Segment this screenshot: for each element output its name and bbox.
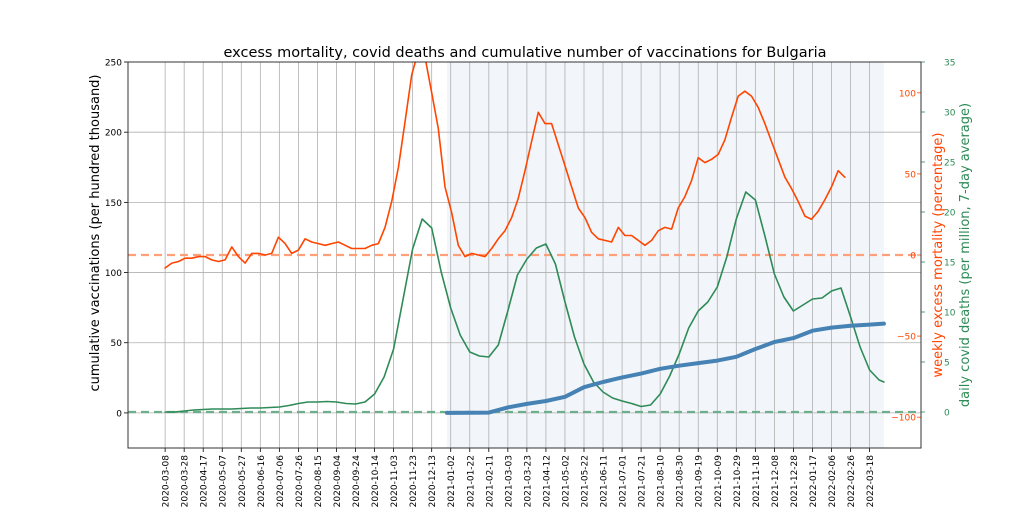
deaths-y-tick-label: 0: [944, 409, 950, 419]
x-tick-label: 2021-07-01: [619, 455, 629, 507]
x-tick-label: 2022-03-18: [866, 455, 876, 508]
excess-mortality-line: [164, 62, 846, 269]
x-tick-label: 2020-05-27: [238, 455, 248, 507]
deaths-y-tick-label: 5: [944, 359, 950, 369]
left-y-tick-label: 250: [105, 59, 122, 69]
deaths-y-tick-label: 15: [944, 259, 955, 269]
x-tick-label: 2020-09-04: [333, 455, 343, 508]
excess-y-tick-label: 50: [905, 170, 917, 180]
x-tick-label: 2020-12-13: [428, 455, 438, 507]
left-axis-label: cumulative vaccinations (per hundred tho…: [88, 74, 103, 391]
plot-frame: [127, 61, 922, 449]
x-tick-label: 2022-02-06: [828, 455, 838, 508]
x-tick-label: 2020-04-17: [200, 455, 210, 507]
x-tick-label: 2020-05-07: [219, 455, 229, 507]
x-tick-label: 2021-02-11: [485, 455, 495, 507]
x-tick-label: 2021-01-02: [447, 455, 457, 507]
x-tick-label: 2021-04-12: [542, 455, 552, 507]
x-tick-label: 2021-08-30: [676, 455, 686, 508]
left-y-tick-label: 150: [105, 199, 122, 209]
deaths-y-tick-label: 35: [944, 59, 955, 69]
x-tick-label: 2021-03-03: [504, 455, 514, 507]
x-tick-label: 2021-05-22: [580, 455, 590, 507]
x-tick-label: 2020-11-23: [409, 455, 419, 507]
deaths-y-tick-label: 25: [944, 159, 955, 169]
x-tick-label: 2020-10-14: [371, 455, 381, 508]
x-tick-label: 2020-08-15: [314, 455, 324, 507]
excess-y-tick-label: 0: [910, 252, 916, 262]
x-tick-label: 2021-12-08: [771, 455, 781, 508]
x-tick-label: 2020-03-08: [162, 455, 172, 508]
vaccinations-line: [444, 321, 886, 415]
deaths-y-tick-label: 20: [944, 209, 956, 219]
covid-deaths-line: [164, 191, 885, 413]
x-tick-label: 2021-09-19: [695, 455, 705, 508]
x-tick-label: 2021-01-22: [466, 455, 476, 507]
x-tick-label: 2020-07-06: [276, 455, 286, 508]
left-y-tick-label: 50: [111, 339, 123, 349]
left-y-tick-label: 0: [116, 409, 122, 419]
left-y-tick-label: 100: [105, 269, 122, 279]
x-tick-label: 2021-07-21: [638, 455, 648, 507]
left-y-tick-label: 200: [105, 129, 122, 139]
x-tick-label: 2020-03-28: [181, 455, 191, 508]
x-tick-label: 2021-11-18: [752, 455, 762, 508]
x-tick-label: 2020-07-26: [295, 455, 305, 508]
deaths-y-tick-label: 10: [944, 309, 956, 319]
x-tick-label: 2020-09-24: [352, 455, 362, 508]
x-tick-label: 2021-12-28: [790, 455, 800, 508]
excess-y-tick-label: 100: [899, 89, 916, 99]
x-tick-label: 2021-08-10: [657, 455, 667, 508]
x-tick-label: 2021-03-23: [523, 455, 533, 507]
x-tick-label: 2020-06-16: [257, 455, 267, 508]
x-tick-label: 2022-02-26: [847, 455, 857, 508]
excess-y-tick-label: −50: [897, 333, 916, 343]
excess-y-tick-label: −100: [891, 414, 916, 424]
x-tick-label: 2022-01-17: [809, 455, 819, 507]
x-tick-label: 2021-05-02: [561, 455, 571, 507]
deaths-y-tick-label: 30: [944, 109, 956, 119]
x-tick-label: 2021-10-29: [733, 455, 743, 508]
x-tick-label: 2020-11-03: [390, 455, 400, 507]
chart-title: excess mortality, covid deaths and cumul…: [223, 45, 826, 61]
excess-axis-label: weekly excess mortality (percentage): [931, 133, 946, 378]
x-tick-label: 2021-10-09: [714, 455, 724, 508]
deaths-axis-label: daily covid deaths (per million, 7-day a…: [958, 103, 973, 407]
x-tick-label: 2021-06-11: [600, 455, 610, 507]
